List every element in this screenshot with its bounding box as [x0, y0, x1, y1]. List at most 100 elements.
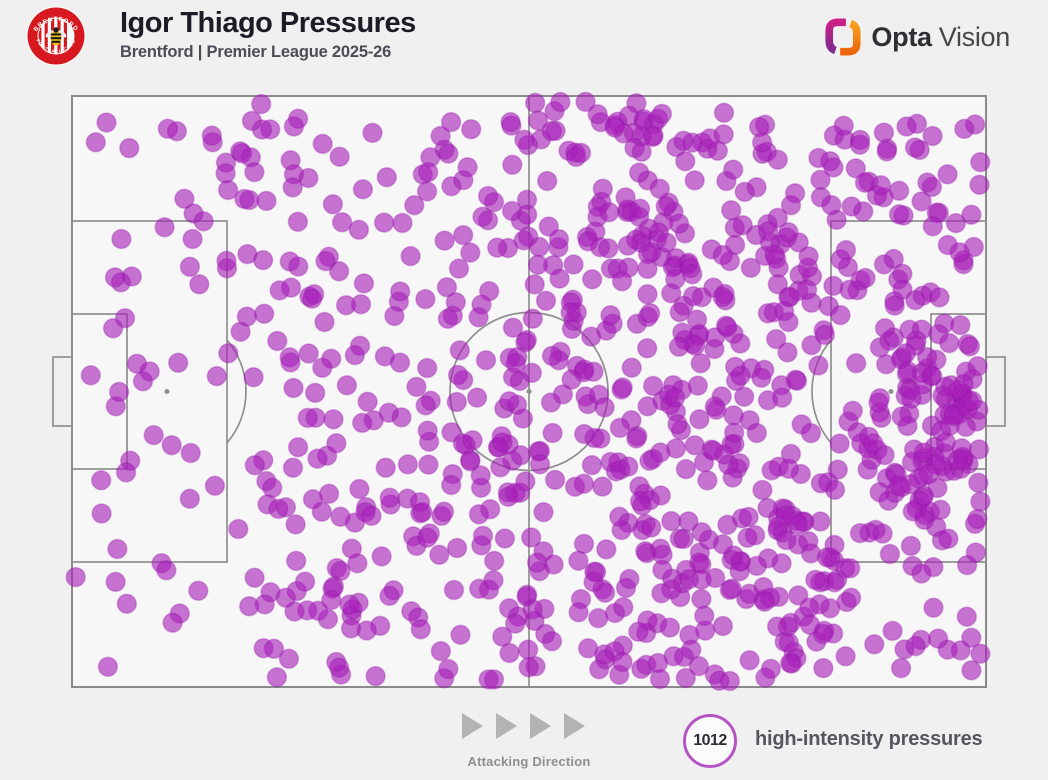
pressure-dot	[581, 454, 603, 476]
pressure-dot	[533, 501, 554, 523]
pressure-dot	[518, 657, 539, 678]
pressure-dot	[937, 164, 958, 185]
pressure-dot	[835, 646, 856, 667]
pressure-dot	[655, 196, 676, 217]
pressure-dot	[968, 472, 989, 493]
pressure-dot	[437, 308, 459, 330]
pressure-dot	[945, 212, 967, 234]
pressure-dot	[115, 462, 137, 483]
pressure-dot	[182, 228, 203, 250]
pressure-dot	[351, 412, 373, 434]
pressure-dot	[478, 669, 499, 690]
pressure-dot	[592, 476, 613, 497]
pressure-dot	[452, 224, 474, 246]
pressure-dot	[253, 303, 275, 324]
pressure-dot	[703, 440, 724, 461]
pressure-dot	[116, 593, 138, 614]
pressure-dot	[449, 340, 471, 361]
pressure-dot	[785, 369, 806, 390]
pressure-dot	[404, 194, 425, 216]
pressure-dot	[950, 458, 971, 480]
pressure-dot	[318, 483, 340, 505]
pressure-dot	[776, 529, 797, 551]
pressure-dot	[415, 288, 436, 310]
pressure-count-label: high-intensity pressures	[755, 728, 983, 750]
pressure-dot	[516, 204, 538, 225]
pressure-dot	[922, 125, 943, 147]
pressure-dot	[669, 301, 690, 323]
pressure-dot	[244, 567, 265, 589]
pressure-dot	[810, 169, 831, 191]
pressure-dot	[869, 337, 891, 358]
pressure-dot	[189, 274, 210, 295]
pressure-dot	[301, 288, 323, 309]
pressure-dot	[617, 235, 639, 256]
pressure-dot	[927, 628, 949, 649]
attacking-direction-arrow-icon	[462, 713, 483, 739]
pressure-dot	[661, 510, 682, 532]
pressure-dot	[267, 330, 288, 352]
pressure-dot	[331, 211, 353, 233]
penalty-spot-right	[888, 389, 894, 394]
pressure-dot	[573, 533, 595, 555]
pressure-dot	[823, 275, 844, 297]
pressure-dot	[352, 179, 374, 200]
pressure-dot	[777, 342, 798, 363]
pressure-dot	[921, 176, 943, 198]
pressure-dot	[549, 268, 570, 289]
pressure-dot	[629, 198, 651, 219]
pressure-dot	[849, 134, 871, 155]
pressure-dot	[796, 279, 818, 301]
pressure-dot	[284, 601, 305, 622]
pressure-dot	[691, 521, 712, 543]
pressure-dot	[410, 619, 432, 640]
pressure-dot	[970, 151, 991, 173]
brand-text-opta: Opta	[871, 21, 932, 52]
pressure-dot	[675, 667, 697, 689]
pressure-dot	[180, 442, 201, 464]
pressure-dot	[443, 579, 465, 601]
pressure-dot	[712, 534, 734, 555]
page-title: Igor Thiago Pressures	[120, 7, 416, 39]
pressure-dot	[733, 386, 755, 407]
pressure-dot	[868, 392, 889, 413]
brand-text-vision: Vision	[938, 21, 1011, 52]
pressure-count-value: 1012	[693, 732, 727, 749]
pressure-dot	[80, 365, 102, 386]
pressure-dot	[757, 497, 778, 519]
pressure-dot	[656, 232, 677, 253]
pressure-dot	[510, 445, 532, 466]
pressure-dot	[434, 230, 455, 251]
pressure-dot	[440, 474, 462, 496]
pressure-dot	[285, 550, 307, 572]
pressure-dot	[970, 643, 991, 664]
pressure-dot	[541, 120, 563, 142]
pressure-dot	[524, 274, 545, 295]
pressure-dot	[575, 91, 596, 113]
pressure-dot	[651, 582, 672, 604]
pressure-dot	[179, 488, 201, 510]
pressure-dot	[956, 606, 978, 627]
pressure-dot	[282, 177, 303, 198]
pressure-dot	[577, 231, 599, 252]
page-subtitle: Brentford | Premier League 2025-26	[120, 42, 392, 61]
pressure-dot	[778, 222, 799, 243]
pressure-dot	[922, 216, 944, 237]
pressure-dot	[869, 481, 890, 503]
pressure-dot	[280, 277, 302, 298]
pressure-dot	[241, 110, 263, 132]
pressure-dot	[514, 129, 535, 151]
pressure-dot	[430, 640, 452, 662]
pressure-dot	[468, 307, 489, 328]
pressure-dot	[440, 111, 462, 133]
pressure-dot	[322, 194, 344, 215]
pressure-dot	[457, 156, 478, 178]
pressure-dot	[275, 587, 297, 608]
pressure-dot	[499, 642, 520, 664]
pressure-dot	[336, 375, 358, 396]
pressure-dot	[494, 528, 516, 549]
pressure-dot	[954, 118, 975, 140]
pressure-dot	[266, 667, 288, 688]
pressure-dot	[862, 433, 884, 454]
pressure-dot	[612, 651, 633, 673]
